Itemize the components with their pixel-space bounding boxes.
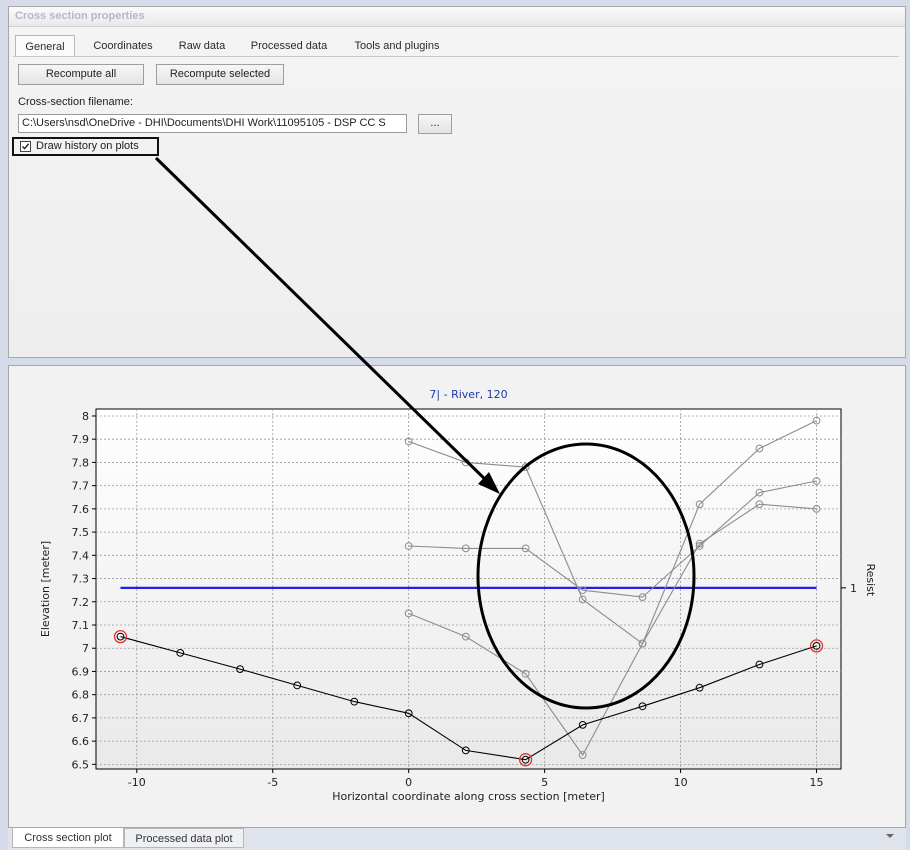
history-series-point <box>695 539 704 548</box>
plot-tabs-bar: Cross section plot Processed data plot <box>8 828 906 850</box>
tab-processed-data-plot[interactable]: Processed data plot <box>124 828 244 848</box>
y-tick-label: 7.4 <box>72 549 90 562</box>
current-series-point <box>755 660 764 669</box>
x-tick-label: -10 <box>128 776 146 789</box>
recompute-selected-button[interactable]: Recompute selected <box>156 64 284 85</box>
chevron-down-icon[interactable] <box>886 834 894 838</box>
history-series-point <box>755 488 764 497</box>
y-tick-label: 6.7 <box>72 712 90 725</box>
y2-axis-label: Resist <box>864 563 877 596</box>
current-series-line <box>120 636 817 761</box>
y-tick-label: 7 <box>82 642 89 655</box>
y2-tick-label: 1 <box>850 582 857 595</box>
draw-history-label: Draw history on plots <box>36 140 139 152</box>
plot-panel: -10 -5 0 5 10 15 6.5 6.6 6.7 6.8 6.9 7 7.1 7.2 7.3 7.4 7… <box>8 365 906 828</box>
current-series-point <box>578 720 587 729</box>
checkmark-icon <box>22 143 30 150</box>
cross-section-properties-panel: Cross section properties General Coordin… <box>8 6 906 358</box>
cross-section-chart: -10 -5 0 5 10 15 6.5 6.6 6.7 6.8 6.9 7 7.1 7.2 7.3 7.4 7… <box>39 388 877 803</box>
history-series-point <box>461 544 470 553</box>
current-series-point <box>695 683 704 692</box>
y-tick-label: 7.3 <box>72 573 90 586</box>
y-tick-label: 7.5 <box>72 526 90 539</box>
history-series-point <box>812 504 821 513</box>
y-tick-label: 7.8 <box>72 456 90 469</box>
x-tick-label: -5 <box>267 776 278 789</box>
y-tick-label: 7.2 <box>72 596 90 609</box>
y-tick-label: 7.7 <box>72 480 90 493</box>
tab-coordinates[interactable]: Coordinates <box>93 40 153 52</box>
history-series-point <box>404 542 413 550</box>
highlighted-point <box>113 629 128 644</box>
current-series-point <box>350 697 359 706</box>
y-tick-label: 7.9 <box>72 433 90 446</box>
tab-raw-data[interactable]: Raw data <box>178 40 226 52</box>
y-tick-label: 6.8 <box>72 689 90 702</box>
history-series-point <box>461 632 470 641</box>
current-series-point <box>812 642 821 650</box>
current-series-point <box>236 665 245 674</box>
tab-tools-and-plugins[interactable]: Tools and plugins <box>354 40 440 52</box>
x-axis-label: Horizontal coordinate along cross sectio… <box>332 790 605 803</box>
filename-label: Cross-section filename: <box>18 96 133 108</box>
tab-divider <box>13 56 899 57</box>
history-series-point <box>812 477 821 485</box>
current-series-point <box>176 648 185 657</box>
panel-title: Cross section properties <box>9 7 905 27</box>
y-tick-label: 6.9 <box>72 665 90 678</box>
x-tick-label: 10 <box>674 776 688 789</box>
history-series-point <box>755 444 764 453</box>
highlighted-point <box>809 639 824 653</box>
history-series-point <box>812 416 821 425</box>
history-series-point <box>695 500 704 509</box>
current-series-point <box>461 746 470 755</box>
tab-cross-section-plot[interactable]: Cross section plot <box>12 828 124 848</box>
recompute-all-button[interactable]: Recompute all <box>18 64 144 85</box>
history-series-point <box>695 542 704 550</box>
filename-field[interactable]: C:\Users\nsd\OneDrive - DHI\Documents\DH… <box>18 114 407 133</box>
y-tick-label: 6.6 <box>72 735 90 748</box>
current-series-point <box>116 632 125 641</box>
y-tick-label: 7.1 <box>72 619 90 632</box>
current-series-point <box>293 681 302 690</box>
draw-history-checkbox[interactable] <box>20 141 31 152</box>
highlighted-point <box>518 753 533 767</box>
tab-processed-data[interactable]: Processed data <box>250 40 328 52</box>
history-series-point <box>755 500 764 509</box>
chart-title: 7| - River, 120 <box>429 388 507 401</box>
x-tick-label: 0 <box>405 776 412 789</box>
draw-history-checkbox-row[interactable]: Draw history on plots <box>12 137 159 156</box>
history-series-point <box>404 609 413 618</box>
current-series-point <box>404 709 413 718</box>
y-tick-label: 6.5 <box>72 758 90 771</box>
tab-general[interactable]: General <box>15 35 75 57</box>
x-tick-label: 15 <box>810 776 824 789</box>
browse-button[interactable]: ... <box>418 114 452 134</box>
y-axis-label: Elevation [meter] <box>39 541 52 637</box>
y-tick-label: 7.6 <box>72 503 90 516</box>
current-series-point <box>521 755 530 764</box>
x-tick-label: 5 <box>541 776 548 789</box>
y-tick-label: 8 <box>82 410 89 423</box>
history-series-point <box>578 751 587 759</box>
